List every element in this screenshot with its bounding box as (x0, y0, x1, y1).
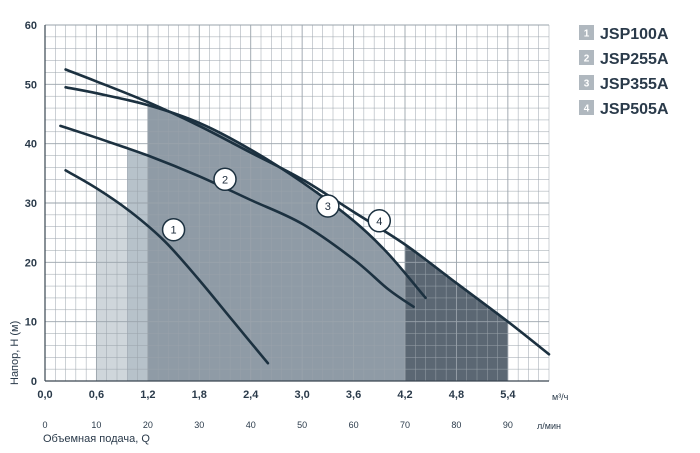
y-tick-label: 0 (31, 376, 37, 388)
legend: 1 JSP100A 2 JSP255A 3 JSP355A 4 JSP505A (579, 25, 669, 118)
legend-number: 1 (584, 29, 590, 40)
curve-JSP255A (59, 124, 415, 309)
y-tick-label: 10 (25, 317, 37, 329)
legend-number-box (579, 25, 594, 40)
x-tick-label-primary: 2,4 (243, 389, 259, 401)
curve-label-3: 3 (316, 194, 340, 218)
legend-label: JSP100A (600, 26, 669, 43)
legend-item-JSP100A: 1 JSP100A (579, 25, 669, 43)
x-tick-label-primary: 0,0 (37, 389, 52, 401)
legend-number: 2 (584, 54, 590, 65)
x-unit-secondary: л/мин (537, 421, 561, 431)
x-tick-label-secondary: 30 (194, 420, 204, 430)
y-tick-label: 20 (25, 257, 37, 269)
legend-item-JSP505A: 4 JSP505A (579, 100, 669, 118)
x-tick-label-primary: 4,2 (397, 389, 412, 401)
y-tick-label: 40 (25, 139, 37, 151)
x-tick-label-secondary: 90 (503, 420, 513, 430)
curve-JSP100A (64, 169, 270, 365)
y-tick-label: 60 (25, 20, 37, 32)
x-tick-label-secondary: 50 (297, 420, 307, 430)
curve-JSP355A (64, 86, 427, 300)
x-tick-label-secondary: 70 (400, 420, 410, 430)
x-tick-label-secondary: 0 (42, 420, 47, 430)
performance-curves (59, 68, 551, 365)
x-unit-primary: м³/ч (552, 392, 569, 402)
legend-item-JSP255A: 2 JSP255A (579, 50, 669, 68)
x-tick-label-primary: 1,2 (140, 389, 155, 401)
x-tick-label-primary: 1,8 (192, 389, 207, 401)
operating-regions (96, 105, 508, 381)
legend-item-JSP355A: 3 JSP355A (579, 75, 669, 93)
svg-text:3: 3 (325, 201, 331, 213)
x-tick-label-secondary: 10 (91, 420, 101, 430)
y-tick-label: 30 (25, 198, 37, 210)
legend-number: 3 (584, 79, 590, 90)
legend-number-box (579, 50, 594, 65)
svg-text:2: 2 (222, 174, 228, 186)
axis-titles: Напор, H (м) Объемная подача, Q м³/ч л/м… (9, 321, 569, 445)
legend-label: JSP255A (600, 51, 669, 68)
y-axis-title: Напор, H (м) (9, 321, 21, 385)
axes (44, 25, 549, 382)
x-tick-label-primary: 5,4 (500, 389, 516, 401)
x-tick-label-secondary: 60 (349, 420, 359, 430)
legend-label: JSP505A (600, 101, 669, 118)
x-axis-title: Объемная подача, Q (43, 433, 150, 445)
curve-label-2: 2 (213, 167, 237, 192)
x-tick-label-primary: 3,0 (294, 389, 309, 401)
legend-number-box (579, 75, 594, 90)
svg-text:4: 4 (376, 216, 382, 228)
y-tick-label: 50 (25, 79, 37, 91)
curve-label-4: 4 (367, 209, 392, 233)
legend-label: JSP355A (600, 76, 669, 93)
curve-JSP505A (64, 68, 551, 356)
x-tick-label-primary: 0,6 (89, 389, 104, 401)
svg-text:1: 1 (171, 225, 177, 237)
curve-label-1: 1 (161, 217, 186, 242)
legend-number-box (579, 100, 594, 115)
x-tick-label-primary: 3,6 (346, 389, 361, 401)
region-JSP355A (147, 105, 405, 381)
curve-labels: 1 2 3 4 (161, 167, 392, 242)
x-tick-label-secondary: 80 (451, 420, 461, 430)
x-tick-label-secondary: 40 (246, 420, 256, 430)
legend-number: 4 (584, 104, 590, 115)
x-tick-label-secondary: 20 (143, 420, 153, 430)
x-tick-label-primary: 4,8 (449, 389, 464, 401)
